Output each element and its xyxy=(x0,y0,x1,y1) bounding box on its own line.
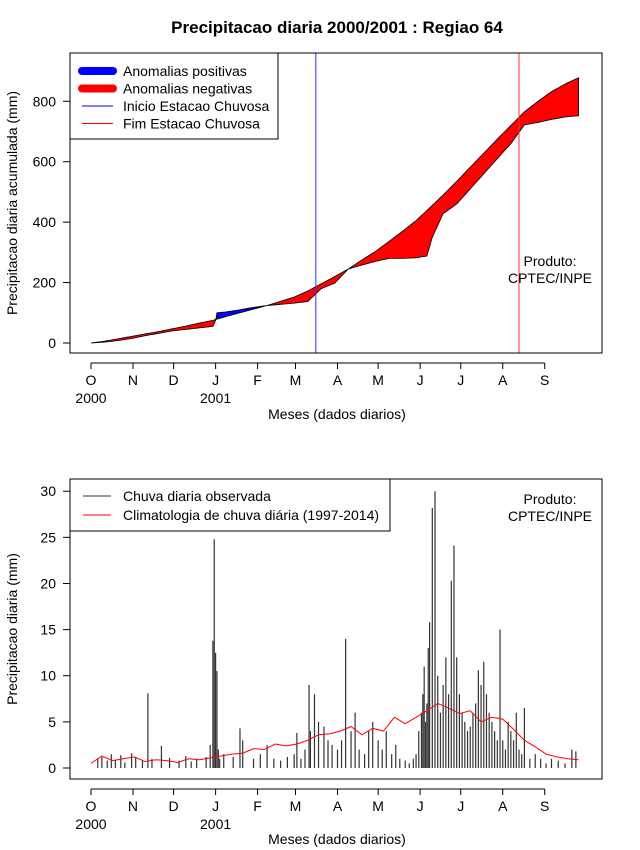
climatology-line xyxy=(90,702,579,764)
y-tick-label: 0 xyxy=(48,760,56,776)
x-axis-2: O N D J F M A M J J A S 2000 2001 xyxy=(75,788,549,832)
year-label: 2000 xyxy=(75,390,106,406)
y-tick-label: 20 xyxy=(40,575,56,591)
month-label: N xyxy=(128,372,138,388)
month-label: O xyxy=(86,372,97,388)
y-tick-label: 600 xyxy=(33,154,57,170)
month-label: O xyxy=(86,798,97,814)
legend-box-2 xyxy=(69,478,391,532)
y-tick-label: 0 xyxy=(48,335,56,351)
y-tick-label: 30 xyxy=(40,483,56,499)
legend-label: Anomalias negativas xyxy=(123,81,252,97)
anomaly-areas xyxy=(90,77,579,344)
daily-precipitation-chart: 0 5 10 15 20 25 30 O N D J F M A M J J A S 2000 2001 Precip… xyxy=(4,478,603,847)
legend: Anomalias positivas Anomalias negativasIn… xyxy=(69,52,279,140)
month-label: D xyxy=(169,372,179,388)
month-label: M xyxy=(372,798,384,814)
month-label: J xyxy=(212,372,219,388)
month-label: S xyxy=(540,798,549,814)
month-label: D xyxy=(169,798,179,814)
negative-anomaly-area xyxy=(349,77,579,270)
y-tick-label: 15 xyxy=(40,622,56,638)
month-label: A xyxy=(498,372,508,388)
plot-frame xyxy=(69,52,603,354)
product-annotation-2: Produto: CPTEC/INPE xyxy=(508,491,592,524)
month-label: J xyxy=(457,372,464,388)
legend-2: Chuva diaria observada Climatologia de ch… xyxy=(69,478,391,532)
negative-anomaly-area xyxy=(91,312,218,344)
month-label: J xyxy=(417,798,424,814)
month-label: M xyxy=(372,372,384,388)
legend-label: Fim Estacao Chuvosa xyxy=(123,116,260,132)
y-axis-2: 0 5 10 15 20 25 30 xyxy=(40,483,70,776)
y-axis-label: Precipitacao diaria acumulada (mm) xyxy=(4,91,20,315)
month-label: M xyxy=(290,798,302,814)
legend-label: Chuva diaria observada xyxy=(123,488,271,504)
month-label: A xyxy=(498,798,508,814)
x-axis-label-2: Meses (dados diarios) xyxy=(268,831,406,847)
legend-label: Climatologia de chuva diária (1997-2014) xyxy=(123,507,379,523)
month-label: S xyxy=(540,372,549,388)
annotation-line: Produto: xyxy=(524,491,577,507)
y-tick-label: 5 xyxy=(48,714,56,730)
x-axis-label: Meses (dados diarios) xyxy=(268,406,406,422)
month-label: J xyxy=(457,798,464,814)
y-tick-label: 25 xyxy=(40,529,56,545)
product-annotation: Produto: CPTEC/INPE xyxy=(508,253,592,286)
annotation-line: CPTEC/INPE xyxy=(508,508,592,524)
month-label: F xyxy=(253,372,262,388)
month-label: F xyxy=(253,798,262,814)
annotation-line: CPTEC/INPE xyxy=(508,270,592,286)
accumulated-precipitation-chart: Precipitacao diaria 2000/2001 : Regiao 6… xyxy=(4,18,603,422)
year-label: 2000 xyxy=(75,816,106,832)
chart-title: Precipitacao diaria 2000/2001 : Regiao 6… xyxy=(171,18,503,37)
y-axis-label-2: Precipitacao diaria (mm) xyxy=(4,553,20,705)
month-label: A xyxy=(333,798,343,814)
year-label: 2001 xyxy=(200,390,231,406)
y-axis: 0 200 400 600 800 xyxy=(33,93,70,351)
month-label: J xyxy=(212,798,219,814)
x-axis: O N D J F M A M J J A S 2000 2001 xyxy=(75,362,549,406)
annotation-line: Produto: xyxy=(524,253,577,269)
y-tick-label: 800 xyxy=(33,93,57,109)
legend-label: Inicio Estacao Chuvosa xyxy=(123,98,270,114)
y-tick-label: 400 xyxy=(33,214,57,230)
y-tick-label: 10 xyxy=(40,668,56,684)
year-label: 2001 xyxy=(200,816,231,832)
legend-label: Anomalias positivas xyxy=(123,63,247,79)
month-label: M xyxy=(290,372,302,388)
positive-anomaly-area xyxy=(216,304,269,320)
month-label: A xyxy=(333,372,343,388)
daily-bars xyxy=(97,491,577,768)
negative-anomaly-area xyxy=(268,268,349,306)
y-tick-label: 200 xyxy=(33,275,57,291)
month-label: J xyxy=(417,372,424,388)
month-label: N xyxy=(128,798,138,814)
